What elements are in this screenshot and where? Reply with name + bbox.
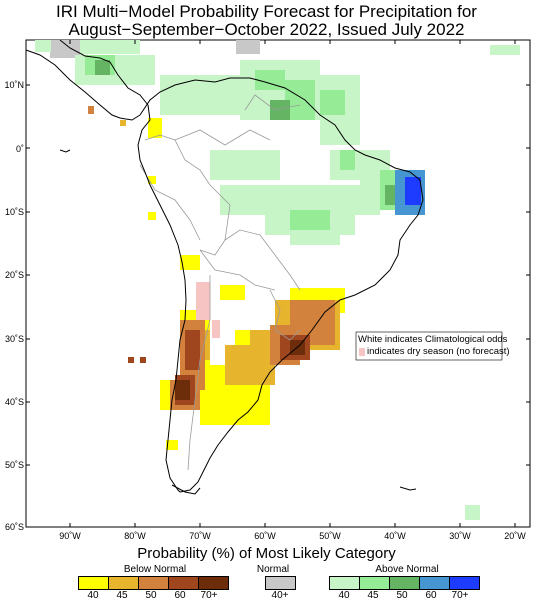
lat-label: 10˚S bbox=[5, 207, 24, 217]
normal-swatches bbox=[265, 576, 296, 590]
normal-cells bbox=[50, 40, 260, 58]
lat-label: 30˚S bbox=[5, 334, 24, 344]
notes-box bbox=[355, 331, 503, 361]
lat-label: 0˚ bbox=[16, 144, 24, 154]
tick-label: 40+ bbox=[271, 590, 289, 601]
country-borders bbox=[139, 94, 301, 471]
lat-label: 20˚S bbox=[5, 270, 24, 280]
lon-label: 70˚W bbox=[189, 531, 211, 541]
lon-label: 40˚W bbox=[384, 531, 406, 541]
longitude-labels: 90˚W 80˚W 70˚W 60˚W 50˚W 40˚W 30˚W 20˚W bbox=[59, 531, 526, 541]
latitude-labels: 10˚N 0˚ 10˚S 20˚S 30˚S 40˚S 50˚S 60˚S bbox=[4, 80, 24, 532]
lon-label: 50˚W bbox=[319, 531, 341, 541]
lat-label: 10˚N bbox=[4, 80, 24, 90]
lon-label: 80˚W bbox=[124, 531, 146, 541]
tick-label: 70+ bbox=[451, 590, 469, 601]
normal-label: Normal bbox=[256, 564, 290, 575]
lon-label: 60˚W bbox=[254, 531, 276, 541]
above-normal-swatch-45 bbox=[359, 576, 390, 590]
normal-swatch-40+ bbox=[265, 576, 296, 590]
above-normal-swatch-70+ bbox=[449, 576, 480, 590]
below-normal-swatch-45 bbox=[108, 576, 139, 590]
above-normal-label: Above Normal bbox=[375, 564, 439, 575]
lat-label: 60˚S bbox=[5, 522, 24, 532]
climatology-note: White indicates Climatological odds bbox=[358, 334, 508, 345]
dry-season-swatch bbox=[359, 348, 365, 356]
tick-label: 70+ bbox=[200, 590, 218, 601]
lon-label: 30˚W bbox=[449, 531, 471, 541]
tick-label: 60 bbox=[425, 590, 437, 601]
latitude-ticks bbox=[26, 84, 530, 466]
above-normal-swatch-50 bbox=[389, 576, 420, 590]
lat-label: 50˚S bbox=[5, 460, 24, 470]
legend-title: Probability (%) of Most Likely Category bbox=[137, 545, 396, 562]
below-normal-swatch-60 bbox=[168, 576, 199, 590]
lat-label: 40˚S bbox=[5, 397, 24, 407]
forecast-cells bbox=[35, 40, 520, 520]
longitude-ticks bbox=[69, 40, 516, 527]
tick-label: 40 bbox=[338, 590, 350, 601]
above-normal-70-cells bbox=[405, 177, 421, 205]
tick-label: 50 bbox=[396, 590, 408, 601]
tick-label: 60 bbox=[174, 590, 186, 601]
tick-label: 40 bbox=[87, 590, 99, 601]
tick-label: 50 bbox=[145, 590, 157, 601]
lon-label: 20˚W bbox=[504, 531, 526, 541]
map-title-line-2: August−September−October 2022, Issued Ju… bbox=[68, 20, 465, 39]
tick-label: 45 bbox=[367, 590, 379, 601]
dry-season-note: indicates dry season (no forecast) bbox=[367, 346, 510, 357]
above-normal-swatch-40 bbox=[329, 576, 360, 590]
map-frame bbox=[25, 39, 531, 528]
below-normal-swatch-70+ bbox=[198, 576, 229, 590]
map-title-line-1: IRI Multi−Model Probability Forecast for… bbox=[56, 2, 477, 21]
above-normal-swatches bbox=[329, 576, 480, 590]
dry-season-cells bbox=[196, 282, 220, 338]
coastlines bbox=[25, 39, 424, 495]
forecast-map: 10˚N 0˚ 10˚S 20˚S 30˚S 40˚S 50˚S 60˚S 90… bbox=[4, 39, 531, 541]
lon-label: 90˚W bbox=[59, 531, 81, 541]
tick-label: 45 bbox=[116, 590, 128, 601]
below-normal-swatch-50 bbox=[138, 576, 169, 590]
below-normal-swatches bbox=[78, 576, 229, 590]
below-normal-swatch-40 bbox=[78, 576, 109, 590]
above-normal-swatch-60 bbox=[419, 576, 450, 590]
below-normal-label: Below Normal bbox=[123, 564, 187, 575]
